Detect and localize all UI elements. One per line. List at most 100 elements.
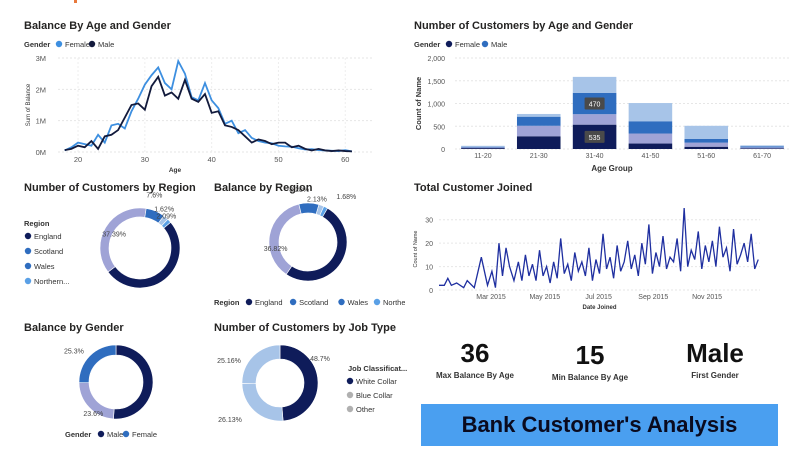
legend-male-marker <box>88 40 96 48</box>
legend-item-label: Scotland <box>34 247 63 256</box>
legend-title: Job Classificat... <box>348 364 407 373</box>
bar-segment <box>572 114 617 125</box>
slice-label: 2.09% <box>156 213 176 220</box>
legend-item-label: Scotland <box>299 298 328 307</box>
x-tick-label: Nov 2015 <box>692 294 722 301</box>
legend-title: Gender <box>414 40 440 49</box>
kpi-label: Max Balance By Age <box>436 371 514 380</box>
legend-item-label: Northern... <box>34 277 69 286</box>
bar-segment <box>516 113 561 117</box>
dashboard-banner: Bank Customer's Analysis <box>421 404 778 446</box>
bar-segment <box>516 116 561 126</box>
kpi-value: 36 <box>460 338 490 368</box>
y-tick-label: 2,000 <box>427 56 445 63</box>
customers-job-donut[interactable]: 48.7% 26.13% 25.16% Job Classificat... White… <box>205 318 415 466</box>
chart-title: Balance by Gender <box>24 322 124 334</box>
legend-title: Region <box>24 219 50 228</box>
legend-title: Gender <box>65 430 91 439</box>
x-tick-label: 41-50 <box>641 153 659 160</box>
chart-title: Total Customer Joined <box>414 182 533 194</box>
customers-region-donut[interactable]: 37.39% 7.6% 2.09%1.62% Region England Scotlan… <box>0 178 205 308</box>
slice-label: 25.3% <box>64 348 84 355</box>
x-tick-label: 51-60 <box>697 153 715 160</box>
balance-gender-donut[interactable]: 23.6% 25.3% Gender Male Female <box>0 318 205 466</box>
balance-region-donut[interactable]: 36.82% 8.28% 2.13% 1.68% Region England Scotla… <box>205 178 405 313</box>
banner-title: Bank Customer's Analysis <box>461 412 738 437</box>
x-tick-label: 50 <box>274 155 282 164</box>
y-tick-label: 0 <box>441 147 445 154</box>
slice-label: 26.13% <box>218 417 242 424</box>
kpi-label: Min Balance By Age <box>551 373 629 382</box>
x-tick-label: 61-70 <box>753 153 771 160</box>
legend-female-label: Female <box>455 40 480 49</box>
kpi-label: First Gender <box>691 371 739 380</box>
slice-label: 8.28% <box>289 187 309 194</box>
donut-slice <box>113 344 154 420</box>
x-axis-label: Age <box>169 167 182 174</box>
balance-age-line-chart[interactable]: Gender Female Male 0M 1M 2M 3M 20 30 40 50 60 Age Sum… <box>0 0 395 175</box>
x-tick-label: Jul 2015 <box>585 294 612 301</box>
data-label: 535 <box>589 135 601 142</box>
y-tick-label: 3M <box>36 54 46 63</box>
balance-by-region-panel[interactable]: Balance by Region 36.82% 8.28% 2.13% 1.68% R… <box>205 178 405 313</box>
legend-female-label: Female <box>132 430 157 439</box>
customers-by-job-panel[interactable]: Number of Customers by Job Type 48.7% 26.… <box>205 318 415 466</box>
legend-item-marker <box>346 377 354 385</box>
donut-slice <box>99 207 147 273</box>
x-tick-label: Mar 2015 <box>476 294 506 301</box>
x-tick-label: 60 <box>341 155 349 164</box>
legend-item-marker <box>24 247 32 255</box>
customers-by-region-panel[interactable]: Number of Customers by Region 37.39% 7.6%… <box>0 178 205 308</box>
legend-item-label: Norther... <box>383 298 405 307</box>
donut-slice <box>298 202 320 215</box>
chart-title: Balance By Age and Gender <box>24 20 171 32</box>
slice-label: 48.7% <box>310 356 330 363</box>
slice-label: 7.6% <box>146 192 162 199</box>
legend-male-label: Male <box>98 40 114 49</box>
legend-item-label: Other <box>356 405 375 414</box>
series-line-joined <box>439 207 759 289</box>
y-tick-label: 1,000 <box>427 102 445 109</box>
bar-segment <box>461 146 505 148</box>
chart-title: Number of Customers by Region <box>24 182 196 194</box>
accent-mark <box>74 0 77 3</box>
legend-male-label: Male <box>107 430 123 439</box>
bar-segment <box>461 147 505 149</box>
legend-item-marker <box>338 298 345 306</box>
legend-female-marker <box>122 430 130 438</box>
bar-segment <box>628 121 673 134</box>
x-axis-label: Date Joined <box>582 305 616 311</box>
x-tick-label: 31-40 <box>586 153 604 160</box>
donut-slice <box>241 344 281 384</box>
legend-female-label: Female <box>65 40 90 49</box>
legend-item-label: Wales <box>348 298 369 307</box>
customer-joined-line-chart[interactable]: 0 10 20 30 Mar 2015 May 2015 Jul 2015 Sep 2015 N… <box>405 178 800 318</box>
legend-item-marker <box>24 262 32 270</box>
slice-label: 36.82% <box>264 246 288 253</box>
y-tick-label: 2M <box>36 85 46 94</box>
y-tick-label: 1,500 <box>427 79 445 86</box>
slice-label: 1.62% <box>154 207 174 214</box>
kpi-value: 15 <box>575 340 605 370</box>
balance-by-gender-panel[interactable]: Balance by Gender 23.6% 25.3% Gender Male Fe… <box>0 318 205 466</box>
bar-segment <box>740 146 784 148</box>
total-customer-joined-panel[interactable]: Total Customer Joined 0 10 20 30 Mar 2015 May… <box>405 178 800 318</box>
legend-item-label: Blue Collar <box>356 391 393 400</box>
customers-age-bar-chart[interactable]: Gender Female Male 0 500 1,000 1,500 2,000 Count… <box>405 0 800 175</box>
donut-slice <box>279 344 319 422</box>
balance-by-age-gender-panel[interactable]: Balance By Age and Gender Gender Female Ma… <box>0 0 395 175</box>
chart-title: Balance by Region <box>214 182 313 194</box>
legend-female-marker <box>55 40 63 48</box>
bar-segment <box>516 136 561 149</box>
x-axis-label: Age Group <box>591 164 632 173</box>
bar-segment <box>684 138 729 143</box>
x-tick-label: May 2015 <box>529 294 560 301</box>
y-axis-label: Count of Name <box>414 77 423 130</box>
customers-by-age-gender-panel[interactable]: Number of Customers by Age and Gender Ge… <box>405 0 800 175</box>
chart-title: Number of Customers by Age and Gender <box>414 20 634 32</box>
bar-segment <box>461 148 505 149</box>
bar-segment <box>461 145 505 147</box>
slice-label: 25.16% <box>217 358 241 365</box>
bar-segment <box>684 125 729 139</box>
legend-item-marker <box>24 232 32 240</box>
